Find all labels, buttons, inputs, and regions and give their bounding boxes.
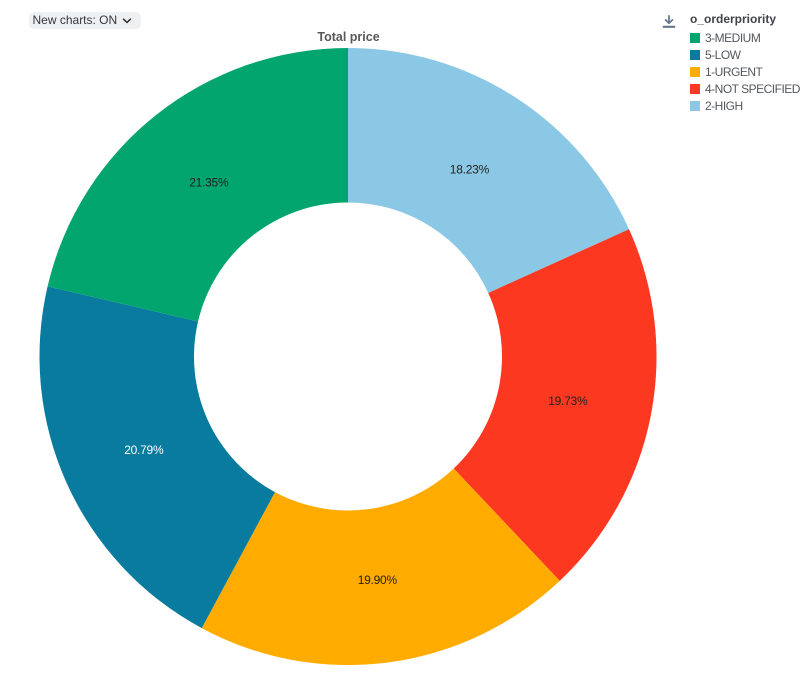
svg-text:18.23%: 18.23% — [450, 163, 490, 177]
svg-text:19.90%: 19.90% — [358, 573, 398, 587]
svg-text:20.79%: 20.79% — [124, 443, 164, 457]
svg-text:19.73%: 19.73% — [548, 394, 588, 408]
svg-text:21.35%: 21.35% — [189, 175, 229, 189]
